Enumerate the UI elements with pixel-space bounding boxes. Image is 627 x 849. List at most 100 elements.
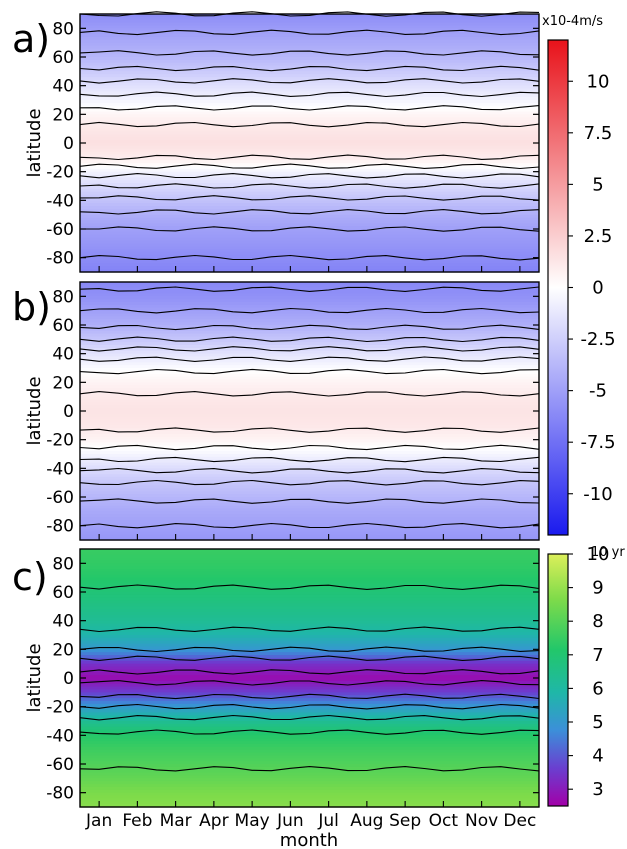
heatmap-cell — [80, 497, 539, 501]
panel-c-ylabel: latitude — [24, 643, 45, 712]
heatmap-cell — [80, 208, 539, 213]
heatmap-cell — [80, 322, 539, 326]
heatmap-cell — [80, 574, 539, 579]
heatmap-cell — [80, 217, 539, 221]
y-tick-label: 0 — [63, 669, 74, 689]
colorbar-tick-label: 4 — [592, 746, 603, 767]
colorbar-tick-label: 8 — [592, 611, 603, 632]
heatmap-cell — [80, 263, 539, 267]
heatmap-cell — [80, 97, 539, 101]
heatmap-cell — [80, 28, 539, 32]
heatmap-cell — [80, 114, 539, 118]
heatmap-cell — [80, 758, 539, 762]
heatmap-cell — [80, 347, 539, 352]
contour-line — [79, 693, 540, 700]
y-tick-label: -80 — [46, 249, 74, 269]
panel-c-heatmap — [80, 549, 539, 808]
heatmap-cell — [80, 778, 539, 782]
heatmap-cell — [80, 597, 539, 602]
heatmap-cell — [80, 79, 539, 84]
heatmap-cell — [80, 220, 539, 224]
heatmap-cell — [80, 468, 539, 472]
colorbar-tick-label: 5 — [592, 174, 603, 195]
heatmap-cell — [80, 669, 539, 673]
y-tick-label: -20 — [46, 431, 74, 451]
contour-line — [79, 336, 540, 343]
heatmap-cell — [80, 174, 539, 178]
heatmap-cell — [80, 655, 539, 659]
x-tick-label: Nov — [465, 811, 498, 831]
heatmap-cell — [80, 223, 539, 227]
heatmap-cell — [80, 16, 539, 21]
x-tick-label: Feb — [122, 811, 152, 831]
contour-line — [79, 391, 540, 397]
heatmap-cell — [80, 474, 539, 478]
y-tick-label: 60 — [52, 316, 74, 336]
heatmap-cell — [80, 231, 539, 236]
heatmap-cell — [80, 425, 539, 429]
heatmap-cell — [80, 77, 539, 81]
heatmap-cell — [80, 362, 539, 366]
heatmap-cell — [80, 422, 539, 426]
heatmap-cell — [80, 433, 539, 438]
contour-line — [79, 522, 540, 529]
contour-line — [79, 65, 540, 72]
colorbar-years-ticks: 10 9 8 7 6 5 4 3 — [568, 544, 609, 800]
colorbar-tick-label: 5 — [592, 712, 603, 733]
heatmap-cell — [80, 246, 539, 250]
y-tick-label: -40 — [46, 459, 74, 479]
y-tick-label: -20 — [46, 163, 74, 183]
contour-line — [79, 50, 540, 56]
heatmap-cell — [80, 746, 539, 751]
heatmap-cell — [80, 145, 539, 150]
heatmap-cell — [80, 586, 539, 590]
heatmap-cell — [80, 396, 539, 401]
heatmap-cell — [80, 698, 539, 702]
heatmap-cell — [80, 54, 539, 58]
y-tick-label: 80 — [52, 287, 74, 307]
heatmap-cell — [80, 206, 539, 210]
heatmap-cell — [80, 82, 539, 87]
heatmap-cell — [80, 34, 539, 38]
heatmap-cell — [80, 471, 539, 475]
heatmap-cell — [80, 191, 539, 196]
heatmap-cell — [80, 749, 539, 754]
y-tick-label: -80 — [46, 784, 74, 804]
heatmap-cell — [80, 120, 539, 124]
heatmap-cell — [80, 488, 539, 492]
panel-a-ylabel: latitude — [24, 108, 45, 177]
heatmap-cell — [80, 629, 539, 633]
y-tick-label: 40 — [52, 612, 74, 632]
heatmap-cell — [80, 287, 539, 292]
heatmap-cell — [80, 735, 539, 739]
colorbar-tick-label: 10 — [587, 71, 610, 92]
heatmap-cell — [80, 284, 539, 289]
heatmap-cell — [80, 36, 539, 41]
colorbar-tick-label: 2.5 — [584, 226, 613, 247]
heatmap-cell — [80, 732, 539, 736]
contour-line — [79, 444, 540, 451]
x-axis-label: month — [280, 830, 338, 849]
heatmap-cell — [80, 721, 539, 725]
heatmap-cell — [80, 234, 539, 239]
heatmap-cell — [80, 197, 539, 201]
heatmap-cell — [80, 100, 539, 104]
contour-line — [79, 346, 540, 352]
heatmap-cell — [80, 706, 539, 711]
heatmap-cell — [80, 606, 539, 610]
heatmap-cell — [80, 792, 539, 797]
heatmap-cell — [80, 379, 539, 383]
heatmap-cell — [80, 19, 539, 24]
heatmap-cell — [80, 635, 539, 639]
heatmap-cell — [80, 709, 539, 713]
heatmap-cell — [80, 649, 539, 653]
contour-line — [79, 183, 540, 189]
y-tick-label: 20 — [52, 105, 74, 125]
colorbar-years: 10 9 8 7 6 5 4 3 10 yr — [547, 544, 625, 807]
heatmap-cell — [80, 319, 539, 323]
heatmap-cell — [80, 200, 539, 204]
heatmap-cell — [80, 345, 539, 349]
heatmap-cell — [80, 48, 539, 52]
panel-a-contours — [79, 11, 540, 261]
heatmap-cell — [80, 465, 539, 469]
